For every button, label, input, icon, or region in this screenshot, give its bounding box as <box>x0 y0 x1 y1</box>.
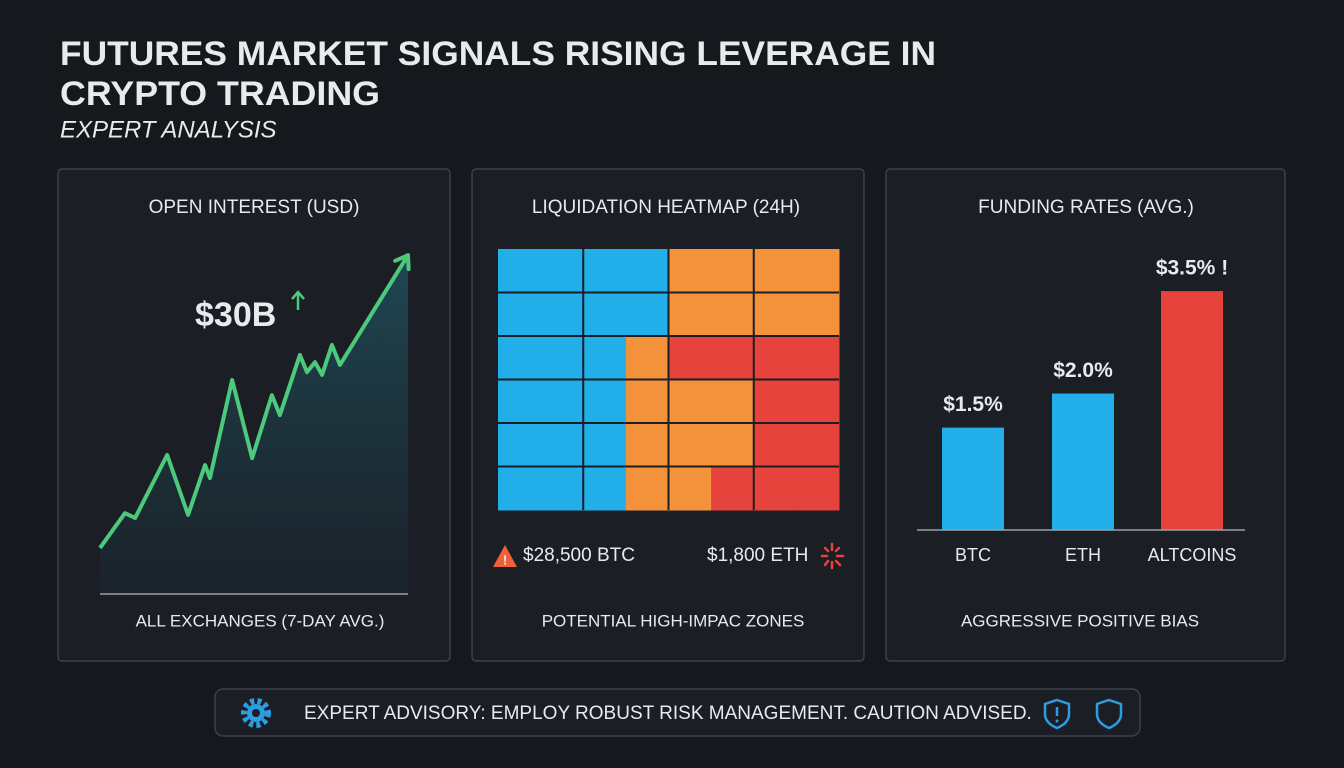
heat-cell <box>711 423 755 467</box>
heat-cell <box>625 292 669 337</box>
heat-cell <box>498 336 542 380</box>
heat-cell <box>668 466 712 511</box>
heat-cell <box>711 292 755 337</box>
panel-title: FUNDING RATES (AVG.) <box>978 197 1194 218</box>
value-label: $3.5% ! <box>1156 257 1228 280</box>
burst-icon <box>820 542 845 570</box>
title-line: FUTURES MARKET SIGNALS RISING LEVERAGE I… <box>60 35 936 73</box>
heat-cell <box>625 379 669 424</box>
heat-cell <box>753 379 797 424</box>
heat-cell <box>625 336 669 380</box>
annotation: $28,500 BTC <box>523 545 635 566</box>
arrow-head <box>393 253 411 272</box>
value-label: $2.0% <box>1053 359 1113 382</box>
heat-cell <box>796 249 840 293</box>
heat-cell <box>753 249 797 293</box>
heat-cell <box>711 379 755 424</box>
heat-cell <box>583 336 627 380</box>
heat-cell <box>753 423 797 467</box>
advisory-bar <box>214 688 1141 737</box>
panel-title: LIQUIDATION HEATMAP (24H) <box>532 197 800 218</box>
line <box>98 254 410 550</box>
heat-cell <box>625 423 669 467</box>
warning-mark: ! <box>503 552 507 567</box>
panel-title: OPEN INTEREST (USD) <box>149 197 360 218</box>
heat-cell <box>498 379 542 424</box>
heat-cell <box>796 292 840 337</box>
heat-cell <box>583 379 627 424</box>
heat-cell <box>796 336 840 380</box>
heat-cell <box>540 336 584 380</box>
bar <box>1161 291 1223 530</box>
heat-cell <box>796 423 840 467</box>
heat-cell <box>753 292 797 337</box>
heat-cell <box>498 292 542 337</box>
heat-cell <box>668 336 712 380</box>
heat-cell <box>583 423 627 467</box>
x-tick-label: BTC <box>955 545 991 565</box>
heat-cell <box>796 466 840 511</box>
panel-footer: ALL EXCHANGES (7-DAY AVG.) <box>136 611 385 630</box>
heat-cell <box>540 249 584 293</box>
x-tick-label: ETH <box>1065 545 1101 565</box>
heat-cell <box>583 292 627 337</box>
heat-cell <box>583 249 627 293</box>
shield-icon <box>1043 698 1071 730</box>
heat-cell <box>540 379 584 424</box>
up-arrow-icon <box>291 290 305 310</box>
heat-cell <box>540 466 584 511</box>
advisory-text: EXPERT ADVISORY: EMPLOY ROBUST RISK MANA… <box>304 703 1032 724</box>
panel-footer: AGGRESSIVE POSITIVE BIAS <box>961 611 1199 630</box>
heat-cell <box>668 292 712 337</box>
heat-cell <box>668 379 712 424</box>
heat-cell <box>711 249 755 293</box>
heat-cell <box>711 336 755 380</box>
shield-icon <box>1095 698 1123 730</box>
heat-cell <box>583 466 627 511</box>
heat-cell <box>796 379 840 424</box>
heat-cell <box>540 292 584 337</box>
heat-cell <box>625 466 669 511</box>
value-label: $1.5% <box>943 393 1003 416</box>
heat-cell <box>498 249 542 293</box>
heat-cell <box>753 336 797 380</box>
panel-footer: POTENTIAL HIGH-IMPAC ZONES <box>542 611 805 630</box>
title-line: CRYPTO TRADING <box>60 75 380 113</box>
heat-cell <box>625 249 669 293</box>
heat-cell <box>753 466 797 511</box>
bar <box>1052 393 1114 530</box>
heat-cell <box>498 423 542 467</box>
heat-cell <box>668 249 712 293</box>
heat-cell <box>668 423 712 467</box>
heat-cell <box>498 466 542 511</box>
warning-icon <box>493 545 517 567</box>
heat-cell <box>540 423 584 467</box>
annotation: $1,800 ETH <box>707 545 808 566</box>
x-tick-label: ALTCOINS <box>1148 545 1237 565</box>
annotation: $30B <box>195 296 276 334</box>
area <box>100 255 408 594</box>
shield-mark <box>1055 719 1059 723</box>
heat-cell <box>711 466 755 511</box>
subtitle: EXPERT ANALYSIS <box>60 116 277 143</box>
bar <box>942 427 1004 530</box>
gear-icon <box>241 698 271 728</box>
